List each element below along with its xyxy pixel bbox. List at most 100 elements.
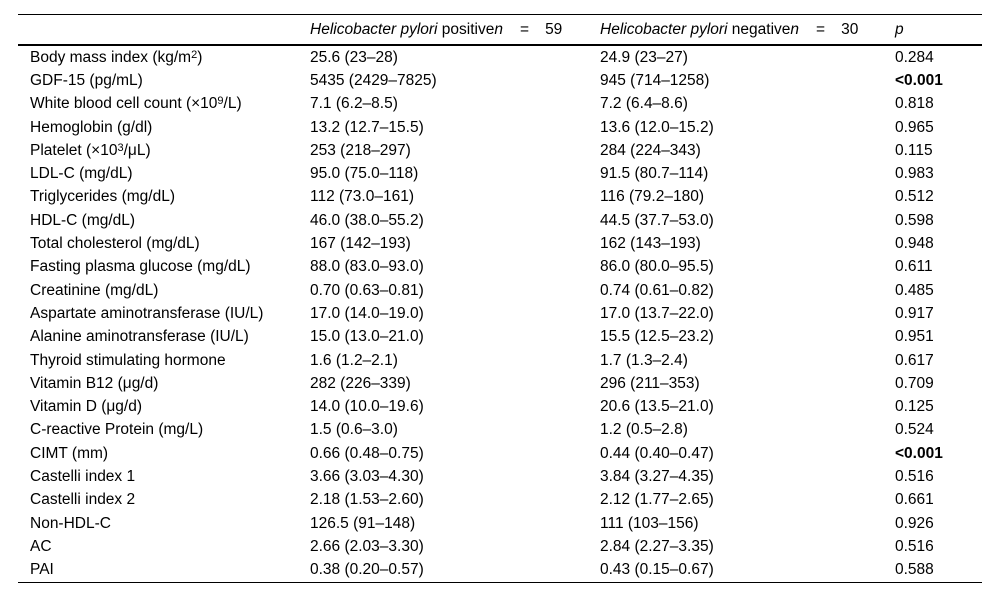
negative-value-cell: 111 (103–156) bbox=[600, 514, 699, 532]
p-value-cell: <0.001 bbox=[895, 71, 943, 89]
positive-value-cell: 282 (226–339) bbox=[310, 374, 411, 392]
species-name: Helicobacter pylori bbox=[600, 20, 728, 38]
p-value-cell: 0.598 bbox=[895, 211, 934, 229]
positive-value-cell: 14.0 (10.0–19.6) bbox=[310, 398, 424, 416]
row-label-text: C-reactive Protein (mg/L) bbox=[30, 421, 204, 439]
row-label-text: Vitamin D (μg/d) bbox=[30, 398, 143, 416]
p-value-cell: 0.115 bbox=[895, 141, 933, 159]
negative-value-cell: 7.2 (6.4–8.6) bbox=[600, 95, 688, 113]
row-label-cell: Fasting plasma glucose (mg/dL) bbox=[18, 256, 310, 279]
header-empty-cell bbox=[18, 14, 310, 46]
row-label-cell: LDL-C (mg/dL) bbox=[18, 162, 310, 185]
table-row: LDL-C (mg/dL) 95.0 (75.0–118) 91.5 (80.7… bbox=[18, 162, 982, 185]
row-label-text: Alanine aminotransferase (IU/L) bbox=[30, 328, 249, 346]
row-label-cell: C-reactive Protein (mg/L) bbox=[18, 419, 310, 442]
table-row: HDL-C (mg/dL) 46.0 (38.0–55.2) 44.5 (37.… bbox=[18, 209, 982, 232]
p-value-cell: 0.926 bbox=[895, 514, 934, 532]
row-label-cell: Castelli index 2 bbox=[18, 489, 310, 512]
negative-value-cell: 3.84 (3.27–4.35) bbox=[600, 467, 714, 485]
negative-value-cell: 296 (211–353) bbox=[600, 374, 700, 392]
negative-value-cell: 0.43 (0.15–0.67) bbox=[600, 561, 714, 579]
row-label-text: Triglycerides (mg/dL) bbox=[30, 188, 175, 206]
row-label-cell: Castelli index 1 bbox=[18, 465, 310, 488]
negative-value-cell: 162 (143–193) bbox=[600, 235, 701, 253]
row-label-text: Aspartate aminotransferase (IU/L) bbox=[30, 304, 264, 322]
p-value-cell: 0.516 bbox=[895, 537, 934, 555]
row-label-cell: GDF-15 (pg/mL) bbox=[18, 69, 310, 92]
row-label-cell: PAI bbox=[18, 559, 310, 583]
table-row: Creatinine (mg/dL) 0.70 (0.63–0.81) 0.74… bbox=[18, 279, 982, 302]
species-name: Helicobacter pylori bbox=[310, 20, 438, 38]
p-value-cell: 0.284 bbox=[895, 48, 934, 66]
row-label-text: ) bbox=[197, 48, 203, 66]
table-row: Fasting plasma glucose (mg/dL) 88.0 (83.… bbox=[18, 256, 982, 279]
row-label-text: Thyroid stimulating hormone bbox=[30, 351, 226, 369]
positive-value-cell: 15.0 (13.0–21.0) bbox=[310, 328, 424, 346]
table-body: Body mass index (kg/m2) 25.6 (23–28) 24.… bbox=[18, 45, 982, 582]
p-value-cell: 0.948 bbox=[895, 235, 934, 253]
positive-value-cell: 46.0 (38.0–55.2) bbox=[310, 211, 424, 229]
row-label-cell: Hemoglobin (g/dl) bbox=[18, 116, 310, 139]
equals-sign: = bbox=[520, 20, 530, 38]
positive-value-cell: 88.0 (83.0–93.0) bbox=[310, 258, 424, 276]
table-row: Vitamin B12 (μg/d) 282 (226–339) 296 (21… bbox=[18, 372, 982, 395]
sample-size: 59 bbox=[545, 20, 563, 38]
table-row: Total cholesterol (mg/dL) 167 (142–193) … bbox=[18, 232, 982, 255]
table-row: Non-HDL-C 126.5 (91–148) 111 (103–156) 0… bbox=[18, 512, 982, 535]
row-label-cell: CIMT (mm) bbox=[18, 442, 310, 465]
row-label-cell: White blood cell count (×109/L) bbox=[18, 93, 310, 116]
table-row: Thyroid stimulating hormone 1.6 (1.2–2.1… bbox=[18, 349, 982, 372]
row-label-cell: HDL-C (mg/dL) bbox=[18, 209, 310, 232]
superscript-text: 9 bbox=[217, 95, 224, 108]
row-label-cell: Non-HDL-C bbox=[18, 512, 310, 535]
row-label-cell: Alanine aminotransferase (IU/L) bbox=[18, 326, 310, 349]
table-row: CIMT (mm) 0.66 (0.48–0.75) 0.44 (0.40–0.… bbox=[18, 442, 982, 465]
n-symbol: n bbox=[494, 20, 503, 38]
negative-value-cell: 1.7 (1.3–2.4) bbox=[600, 351, 688, 369]
row-label-text: Castelli index 2 bbox=[30, 491, 136, 509]
p-value-cell: 0.524 bbox=[895, 421, 934, 439]
table-row: Hemoglobin (g/dl) 13.2 (12.7–15.5) 13.6 … bbox=[18, 116, 982, 139]
negative-value-cell: 17.0 (13.7–22.0) bbox=[600, 304, 714, 322]
row-label-text: /μL) bbox=[123, 141, 151, 159]
hpylori-comparison-table: Helicobacter pylori positiven = 59 Helicob… bbox=[18, 14, 982, 583]
row-label-cell: Platelet (×103/μL) bbox=[18, 139, 310, 162]
row-label-text: White blood cell count (×10 bbox=[30, 95, 218, 113]
table-row: Aspartate aminotransferase (IU/L) 17.0 (… bbox=[18, 302, 982, 325]
negative-value-cell: 86.0 (80.0–95.5) bbox=[600, 258, 714, 276]
row-label-text: Creatinine (mg/dL) bbox=[30, 281, 159, 299]
row-label-text: LDL-C (mg/dL) bbox=[30, 165, 133, 183]
table-row: Castelli index 1 3.66 (3.03–4.30) 3.84 (… bbox=[18, 465, 982, 488]
row-label-cell: Total cholesterol (mg/dL) bbox=[18, 232, 310, 255]
row-label-text: AC bbox=[30, 537, 52, 555]
negative-value-cell: 116 (79.2–180) bbox=[600, 188, 704, 206]
p-value-cell: 0.125 bbox=[895, 398, 934, 416]
negative-value-cell: 2.12 (1.77–2.65) bbox=[600, 491, 714, 509]
row-label-cell: Vitamin D (μg/d) bbox=[18, 395, 310, 418]
positive-value-cell: 17.0 (14.0–19.0) bbox=[310, 304, 424, 322]
row-label-cell: Vitamin B12 (μg/d) bbox=[18, 372, 310, 395]
superscript-text: 2 bbox=[191, 48, 198, 61]
positive-value-cell: 253 (218–297) bbox=[310, 141, 411, 159]
positive-value-cell: 126.5 (91–148) bbox=[310, 514, 416, 532]
row-label-cell: Triglycerides (mg/dL) bbox=[18, 186, 310, 209]
table-row: Platelet (×103/μL) 253 (218–297) 284 (22… bbox=[18, 139, 982, 162]
table-row: Alanine aminotransferase (IU/L) 15.0 (13… bbox=[18, 326, 982, 349]
group-status: positive bbox=[437, 20, 495, 38]
p-value-cell: 0.983 bbox=[895, 165, 934, 183]
row-label-text: Body mass index (kg/m bbox=[30, 48, 192, 66]
p-value-cell: 0.512 bbox=[895, 188, 934, 206]
row-label-cell: Body mass index (kg/m2) bbox=[18, 45, 310, 69]
negative-value-cell: 91.5 (80.7–114) bbox=[600, 165, 709, 183]
negative-value-cell: 0.44 (0.40–0.47) bbox=[600, 444, 714, 462]
positive-value-cell: 167 (142–193) bbox=[310, 235, 411, 253]
negative-value-cell: 0.74 (0.61–0.82) bbox=[600, 281, 714, 299]
row-label-cell: Creatinine (mg/dL) bbox=[18, 279, 310, 302]
p-value-cell: <0.001 bbox=[895, 444, 943, 462]
row-label-text: Non-HDL-C bbox=[30, 514, 111, 532]
positive-value-cell: 2.18 (1.53–2.60) bbox=[310, 491, 424, 509]
row-label-text: GDF-15 (pg/mL) bbox=[30, 71, 143, 89]
table-row: Castelli index 2 2.18 (1.53–2.60) 2.12 (… bbox=[18, 489, 982, 512]
table-row: White blood cell count (×109/L) 7.1 (6.2… bbox=[18, 93, 982, 116]
header-row: Helicobacter pylori positiven = 59 Helicob… bbox=[18, 14, 982, 46]
